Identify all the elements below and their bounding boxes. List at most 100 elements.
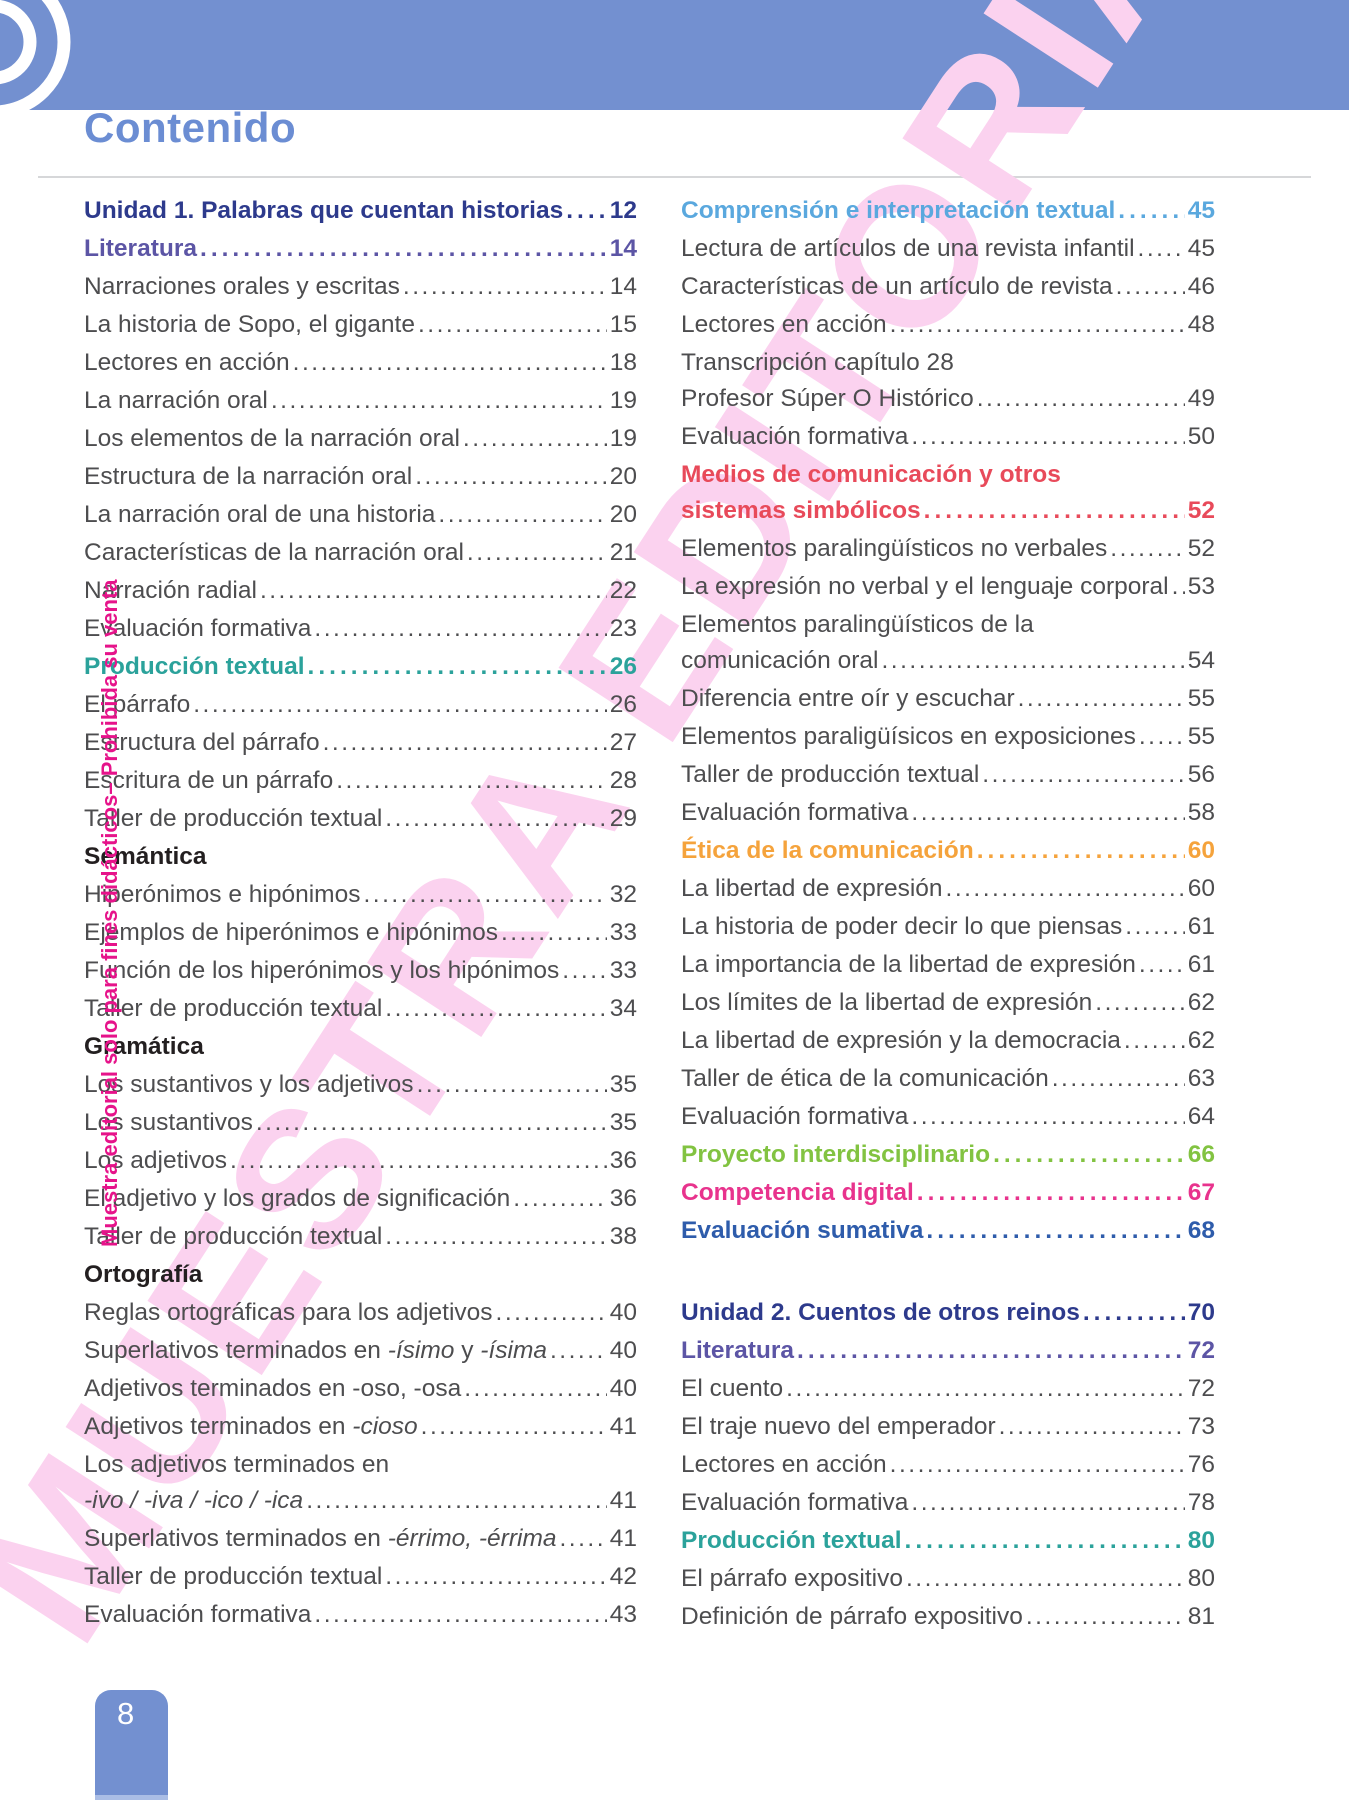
dot-leader [463,420,607,458]
dot-leader [496,1294,607,1332]
dot-leader [926,1212,1184,1250]
toc-page-number: 67 [1187,1179,1215,1206]
toc-entry: La narración oral19 [84,382,637,420]
toc-entry: Taller de producción textual56 [681,756,1215,794]
toc-page-number: 28 [609,767,637,794]
dot-leader [1139,718,1185,756]
toc-entry: El párrafo expositivo80 [681,1560,1215,1598]
dot-leader [917,1174,1185,1212]
dot-leader [999,1408,1185,1446]
dot-leader [911,1484,1184,1522]
header-band [0,0,1349,110]
toc-entry: Elementos paralingüísticos no verbales52 [681,530,1215,568]
dot-leader [385,1218,606,1256]
dot-leader [911,1098,1184,1136]
dot-leader [797,1332,1185,1370]
toc-page-number: 35 [609,1109,637,1136]
toc-left-column: Unidad 1. Palabras que cuentan historias… [84,192,637,1636]
toc-page-number: 76 [1187,1451,1215,1478]
toc-entry: Evaluación sumativa68 [681,1212,1215,1250]
dot-leader [464,1370,607,1408]
toc-entry: Elementos paralingüísticos de la comunica… [681,606,1215,680]
dot-leader [385,1558,606,1596]
toc-entry: Superlativos terminados en -érrimo, -érr… [84,1520,637,1558]
toc-entry: Semántica [84,843,207,870]
toc-page-number: 20 [609,501,637,528]
toc-entry: Los límites de la libertad de expresión6… [681,984,1215,1022]
dot-leader [336,762,607,800]
toc-page-number: 58 [1187,799,1215,826]
toc-page-number: 78 [1187,1489,1215,1516]
dot-leader [890,306,1185,344]
toc-entry: Los adjetivos36 [84,1142,637,1180]
toc-entry: Los sustantivos35 [84,1104,637,1142]
dot-leader [438,496,606,534]
toc-entry: Narración radial22 [84,572,637,610]
dot-leader [193,686,607,724]
toc-entry: Competencia digital67 [681,1174,1215,1212]
toc-page-number: 34 [609,995,637,1022]
toc-right-column: Comprensión e interpretación textual45Le… [681,192,1215,1636]
dot-leader [256,1104,607,1142]
toc-page-number: 52 [1187,497,1215,524]
toc-page-number: 21 [609,539,637,566]
toc-entry: La historia de Sopo, el gigante15 [84,306,637,344]
toc-entry: Literatura14 [84,230,637,268]
toc-page-number: 63 [1187,1065,1215,1092]
toc-page-number: 29 [609,805,637,832]
toc-entry: Características de la narración oral21 [84,534,637,572]
toc-entry: Escritura de un párrafo28 [84,762,637,800]
toc-page-number: 48 [1187,311,1215,338]
dot-leader [308,648,607,686]
toc-page-number: 53 [1187,573,1215,600]
toc-page-number: 20 [609,463,637,490]
toc-entry: Ejemplos de hiperónimos e hipónimos33 [84,914,637,952]
page-number-tab: 8 [95,1690,168,1795]
toc-page-number: 49 [1187,385,1215,412]
toc-page-number: 45 [1187,235,1215,262]
toc-page-number: 64 [1187,1103,1215,1130]
dot-leader [911,418,1184,456]
toc-columns: Unidad 1. Palabras que cuentan historias… [84,192,1215,1636]
toc-entry: La libertad de expresión y la democracia… [681,1022,1215,1060]
dot-leader [1052,1060,1185,1098]
toc-page-number: 62 [1187,989,1215,1016]
toc-entry: Evaluación formativa50 [681,418,1215,456]
dot-leader [1139,946,1185,984]
title-divider [38,176,1311,178]
page-tab-footer [95,1795,168,1800]
toc-entry: Taller de producción textual29 [84,800,637,838]
dot-leader [271,382,607,420]
toc-entry: Lectura de artículos de una revista infa… [681,230,1215,268]
dot-leader [881,642,1184,680]
dot-leader [323,724,607,762]
toc-entry: Hiperónimos e hipónimos32 [84,876,637,914]
dot-leader [418,306,607,344]
dot-leader [260,572,607,610]
dot-leader [924,492,1185,530]
toc-entry: Producción textual80 [681,1522,1215,1560]
toc-entry: Superlativos terminados en -ísimo y -ísi… [84,1332,637,1370]
toc-page-number: 60 [1187,875,1215,902]
toc-entry: Elementos paraligüísicos en exposiciones… [681,718,1215,756]
toc-page-number: 52 [1187,535,1215,562]
dot-leader [501,914,607,952]
toc-entry: Taller de producción textual42 [84,1558,637,1596]
toc-entry: Evaluación formativa64 [681,1098,1215,1136]
dot-leader [306,1482,607,1520]
toc-entry: El adjetivo y los grados de significació… [84,1180,637,1218]
toc-page-number: 23 [609,615,637,642]
toc-page-number: 36 [609,1147,637,1174]
toc-entry: Estructura del párrafo27 [84,724,637,762]
toc-page-number: 40 [609,1299,637,1326]
toc-page-number: 56 [1187,761,1215,788]
dot-leader [513,1180,606,1218]
toc-entry: Los sustantivos y los adjetivos35 [84,1066,637,1104]
toc-page-number: 72 [1187,1337,1215,1364]
toc-entry: La expresión no verbal y el lenguaje cor… [681,568,1215,606]
toc-entry: Proyecto interdisciplinario66 [681,1136,1215,1174]
dot-leader [1116,268,1185,306]
toc-entry: Reglas ortográficas para los adjetivos40 [84,1294,637,1332]
dot-leader [1118,192,1184,230]
toc-entry: El párrafo26 [84,686,637,724]
